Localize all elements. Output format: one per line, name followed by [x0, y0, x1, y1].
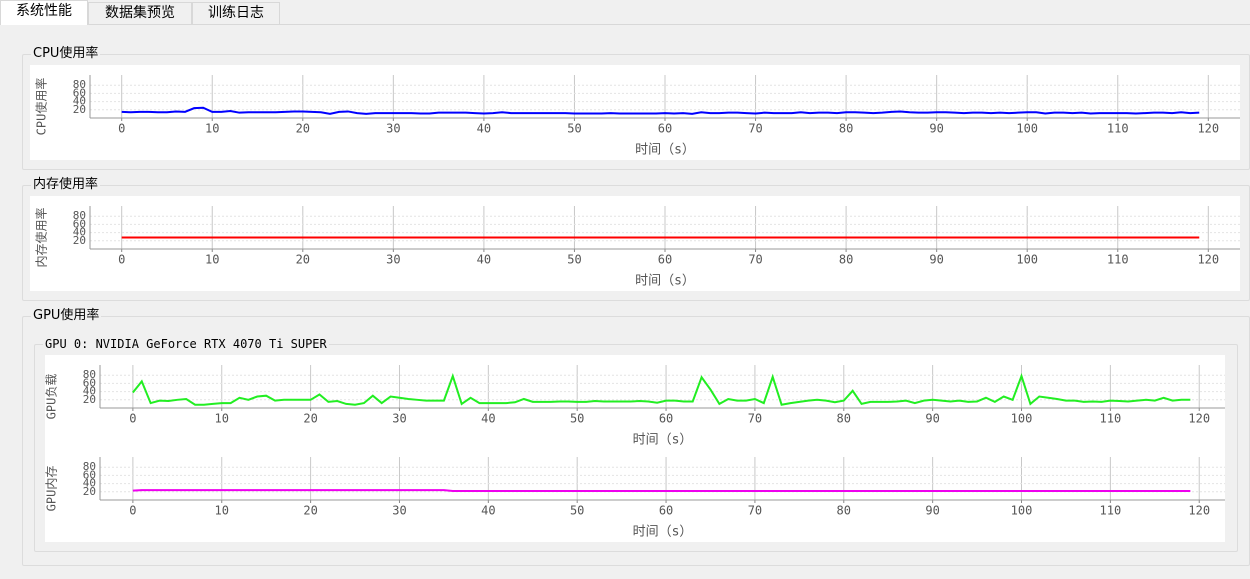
y-tick-label: 20: [73, 103, 86, 116]
x-tick-label: 120: [1188, 412, 1210, 426]
y-axis-label: GPU内存: [45, 466, 59, 512]
x-tick-label: 0: [118, 253, 125, 267]
x-tick-label: 40: [481, 412, 495, 426]
y-tick-label: 20: [73, 234, 86, 247]
x-axis-label: 时间（s）: [635, 274, 695, 289]
gpu-group: GPU使用率 GPU 0: NVIDIA GeForce RTX 4070 Ti…: [22, 308, 1250, 566]
y-tick-label: 20: [83, 393, 96, 406]
x-tick-label: 50: [570, 412, 584, 426]
y-axis-label: 内存使用率: [34, 207, 49, 267]
x-tick-label: 10: [215, 504, 229, 518]
y-tick-label: 60: [83, 468, 96, 481]
chart: 0 10 20 30 40 50 60 70 80 90 100 110 12020406080时间（s…: [45, 355, 1225, 450]
tab[interactable]: 训练日志: [192, 2, 280, 24]
line-series: [132, 372, 1191, 406]
x-tick-label: 40: [477, 253, 491, 267]
tab[interactable]: 系统性能: [0, 0, 88, 25]
y-tick-label: 40: [73, 226, 86, 239]
y-tick-label: 60: [83, 376, 96, 389]
x-tick-label: 10: [205, 122, 219, 136]
x-tick-label: 0: [129, 504, 136, 518]
x-tick-label: 100: [1011, 504, 1033, 518]
x-tick-label: 30: [392, 412, 406, 426]
y-tick-label: 80: [83, 460, 96, 473]
group-title: 内存使用率: [31, 177, 101, 193]
x-axis-label: 时间（s）: [633, 525, 693, 540]
tab-bar: 系统性能 数据集预览 训练日志: [0, 0, 1250, 25]
x-tick-label: 80: [839, 253, 853, 267]
x-tick-label: 60: [658, 122, 672, 136]
x-tick-label: 20: [296, 122, 310, 136]
x-tick-label: 80: [837, 412, 851, 426]
x-tick-label: 0: [118, 122, 125, 136]
x-tick-label: 120: [1197, 122, 1219, 136]
x-tick-label: 20: [303, 412, 317, 426]
line-series: [132, 489, 1191, 492]
y-tick-label: 40: [83, 477, 96, 490]
y-tick-label: 80: [73, 78, 86, 91]
x-tick-label: 40: [477, 122, 491, 136]
y-tick-label: 40: [73, 95, 86, 108]
x-tick-label: 10: [215, 412, 229, 426]
x-tick-label: 30: [392, 504, 406, 518]
x-tick-label: 20: [303, 504, 317, 518]
x-tick-label: 100: [1016, 253, 1038, 267]
chart: 0 10 20 30 40 50 60 70 80 90 100 110 12020406080时间（s…: [30, 196, 1240, 291]
x-tick-label: 90: [929, 122, 943, 136]
chart: 0 10 20 30 40 50 60 70 80 90 100 110 12020406080时间（s…: [45, 447, 1225, 542]
x-tick-label: 110: [1100, 504, 1122, 518]
y-tick-label: 80: [83, 368, 96, 381]
x-tick-label: 60: [659, 412, 673, 426]
y-axis-label: GPU负载: [45, 374, 59, 420]
x-tick-label: 80: [839, 122, 853, 136]
chart: 0 10 20 30 40 50 60 70 80 90 100 110 12020406080时间（s…: [30, 65, 1240, 160]
y-tick-label: 80: [73, 209, 86, 222]
x-tick-label: 30: [386, 122, 400, 136]
x-tick-label: 90: [925, 504, 939, 518]
x-axis-label: 时间（s）: [633, 433, 693, 448]
x-tick-label: 50: [570, 504, 584, 518]
x-tick-label: 100: [1011, 412, 1033, 426]
x-tick-label: 90: [925, 412, 939, 426]
x-tick-label: 110: [1107, 122, 1129, 136]
y-tick-label: 60: [73, 86, 86, 99]
tab[interactable]: 数据集预览: [88, 2, 192, 24]
x-tick-label: 30: [386, 253, 400, 267]
cpu-group: CPU使用率: [22, 46, 1250, 170]
x-axis-label: 时间（s）: [635, 143, 695, 158]
x-tick-label: 60: [659, 504, 673, 518]
y-axis-label: CPU使用率: [34, 78, 49, 136]
x-tick-label: 120: [1188, 504, 1210, 518]
x-tick-label: 70: [748, 122, 762, 136]
x-tick-label: 70: [748, 412, 762, 426]
y-tick-label: 40: [83, 385, 96, 398]
x-tick-label: 0: [129, 412, 136, 426]
x-tick-label: 50: [567, 253, 581, 267]
group-title: GPU 0: NVIDIA GeForce RTX 4070 Ti SUPER: [43, 336, 329, 352]
group-title: GPU使用率: [31, 308, 102, 324]
y-tick-label: 60: [73, 217, 86, 230]
x-tick-label: 60: [658, 253, 672, 267]
x-tick-label: 70: [748, 504, 762, 518]
x-tick-label: 20: [296, 253, 310, 267]
x-tick-label: 50: [567, 122, 581, 136]
x-tick-label: 110: [1100, 412, 1122, 426]
gpu-device-group: GPU 0: NVIDIA GeForce RTX 4070 Ti SUPER: [34, 336, 1238, 552]
x-tick-label: 100: [1016, 122, 1038, 136]
x-tick-label: 110: [1107, 253, 1129, 267]
y-tick-label: 20: [83, 485, 96, 498]
x-tick-label: 90: [929, 253, 943, 267]
group-title: CPU使用率: [31, 46, 101, 62]
x-tick-label: 40: [481, 504, 495, 518]
x-tick-label: 80: [837, 504, 851, 518]
x-tick-label: 120: [1197, 253, 1219, 267]
line-series: [121, 106, 1200, 115]
x-tick-label: 10: [205, 253, 219, 267]
x-tick-label: 70: [748, 253, 762, 267]
